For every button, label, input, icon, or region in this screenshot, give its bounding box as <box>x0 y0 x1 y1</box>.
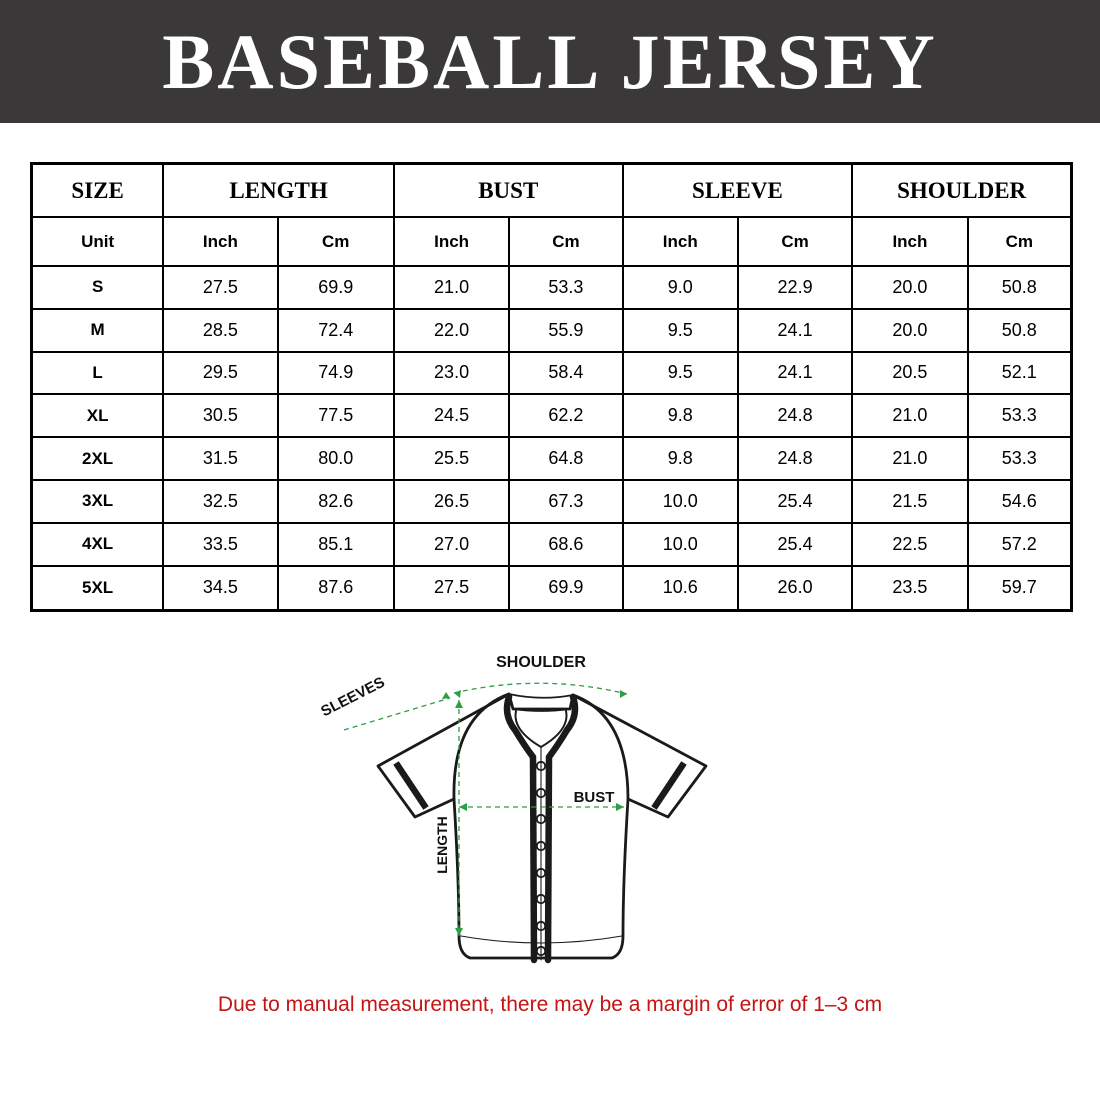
svg-text:BUST: BUST <box>574 789 615 806</box>
svg-text:SLEEVES: SLEEVES <box>318 674 387 721</box>
svg-text:SHOULDER: SHOULDER <box>496 654 586 671</box>
svg-text:LENGTH: LENGTH <box>434 816 450 874</box>
